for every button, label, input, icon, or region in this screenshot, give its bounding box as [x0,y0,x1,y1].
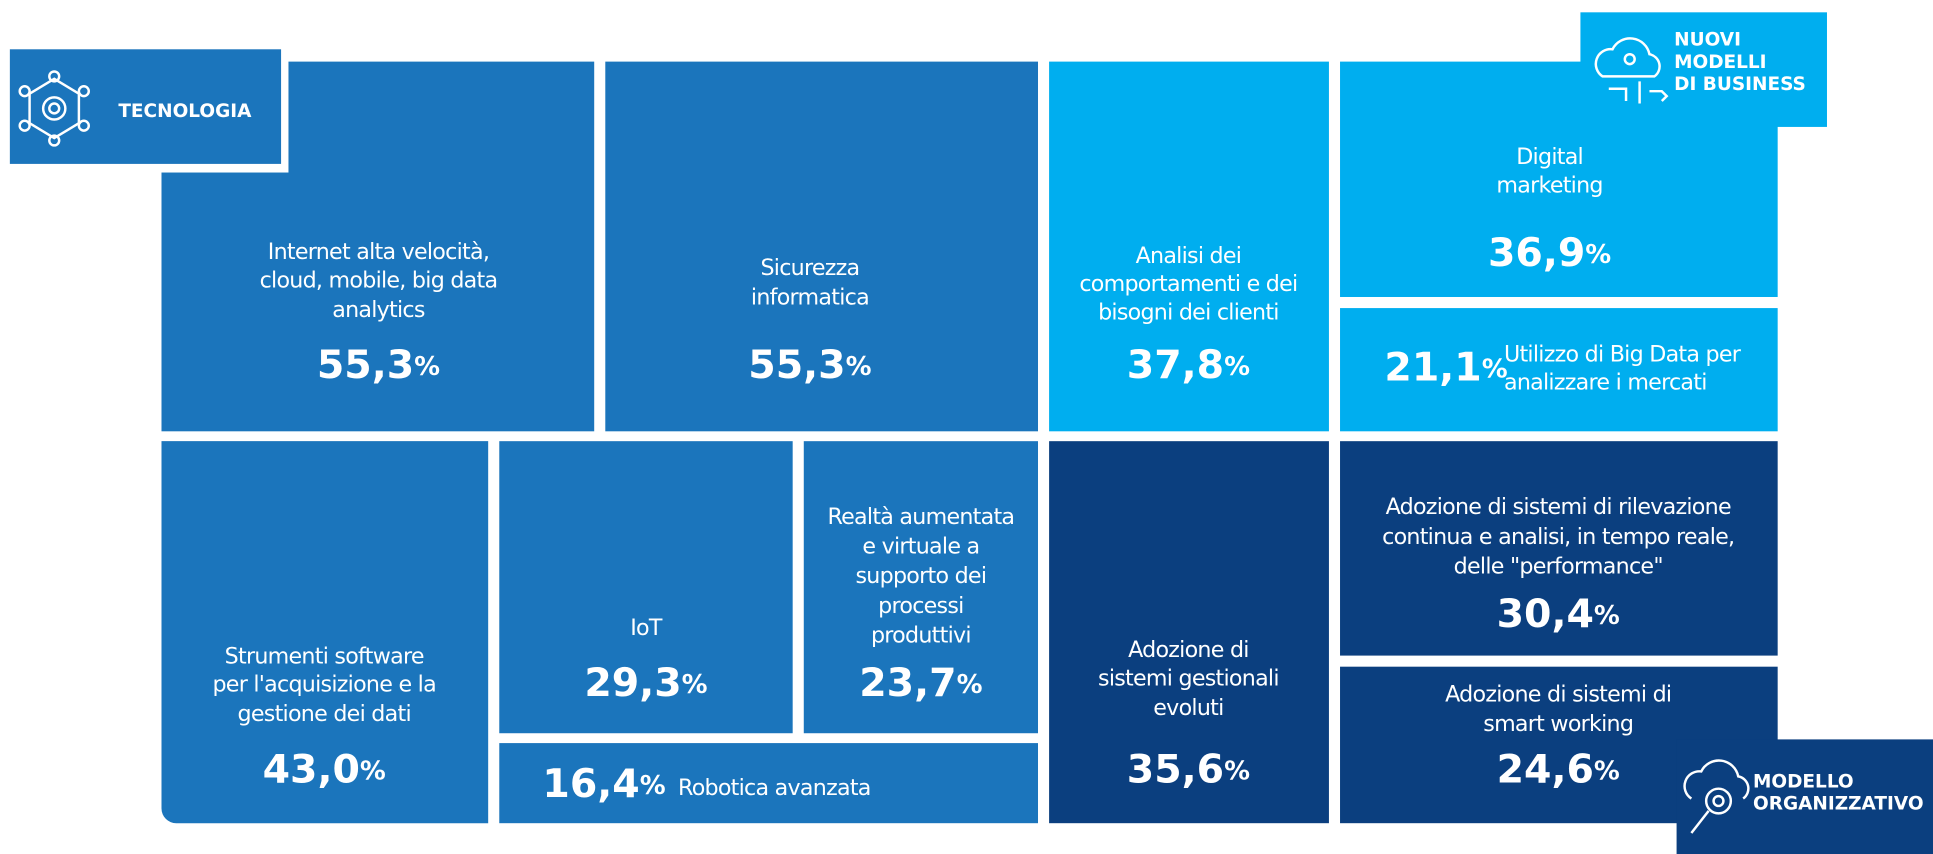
tile-value: 55,3% [317,342,440,388]
tile [1340,308,1778,432]
tile-label: smart working [1483,711,1633,737]
tile-label: informatica [751,285,869,311]
badge-business [1580,12,1827,127]
value-unit: % [1594,756,1620,786]
value-unit: % [640,771,666,801]
tile-label: delle "performance" [1454,553,1663,579]
badge-title: MODELLO [1753,772,1854,793]
tile-value: 35,6% [1127,746,1250,792]
tile-label: analytics [332,297,425,323]
tile [1340,441,1778,656]
tile-value: 24,6% [1497,746,1620,792]
value-number: 30,4 [1497,591,1594,637]
badge-title: ORGANIZZATIVO [1753,794,1924,815]
tile-label: Strumenti software [225,643,424,669]
tile-value: 30,4% [1497,591,1620,637]
icon-technology [18,70,90,147]
tile-label: per l'acquisizione e la [212,672,435,698]
tile-label: sistemi gestionali [1098,666,1279,692]
tile [803,441,1039,734]
tile-value: 29,3% [584,660,707,706]
value-number: 21,1 [1384,344,1481,390]
tile-value: 21,1% [1384,344,1507,390]
tile-value: 55,3% [748,342,871,388]
tile-label: evoluti [1153,695,1223,721]
tile-label: bisogni dei clienti [1098,300,1279,326]
tile-label: processi [878,593,963,619]
tile [161,441,489,824]
tile-label: Adozione di sistemi di rilevazione [1386,494,1731,520]
icon-cloud [1594,37,1669,104]
badge-title: TECNOLOGIA [118,101,252,122]
tile [605,61,1039,432]
value-number: 16,4 [542,761,639,807]
value-number: 36,9 [1488,230,1585,276]
tile-label: Internet alta velocità, [268,239,489,265]
badge-title: DI BUSINESS [1674,74,1806,95]
icon-gear [1683,759,1750,834]
badge-title: MODELLI [1674,52,1766,73]
tile-label: Adozione di sistemi di [1445,682,1671,708]
value-unit: % [414,352,440,382]
tile-label: analizzare i mercati [1504,370,1707,396]
value-number: 55,3 [317,342,414,388]
tile [1049,61,1329,432]
tile [499,743,1039,824]
tile-label: IoT [630,615,663,641]
tile-value: 16,4% [542,761,665,807]
value-number: 29,3 [584,660,681,706]
tile-label: supporto dei [856,563,987,589]
tile-label: comportamenti e dei [1079,271,1297,297]
value-number: 43,0 [263,746,360,792]
tile-label: Realtà aumentata [827,504,1014,530]
value-number: 24,6 [1497,746,1594,792]
value-number: 55,3 [748,342,845,388]
value-unit: % [1224,352,1250,382]
tile [1049,441,1329,824]
tile [499,441,793,734]
value-unit: % [957,670,983,700]
value-unit: % [1224,756,1250,786]
tile-label: Utilizzo di Big Data per [1504,341,1742,367]
tile-label: Robotica avanzata [678,775,871,801]
value-unit: % [360,756,386,786]
tile-label: cloud, mobile, big data [260,267,498,293]
value-unit: % [682,670,708,700]
tile-value: 37,8% [1127,342,1250,388]
tile-label: Sicurezza [760,255,859,281]
tile-label: continua e analisi, in tempo reale, [1382,524,1734,550]
value-number: 35,6 [1127,746,1224,792]
value-unit: % [1482,354,1508,384]
tile-value: 36,9% [1488,230,1611,276]
tiles: Internet alta velocità,cloud, mobile, bi… [161,61,1778,824]
value-number: 23,7 [859,660,956,706]
tile-label: Adozione di [1128,637,1249,663]
tile-label: Digital [1516,144,1583,170]
tile-label: gestione dei dati [238,701,411,727]
badge-title: NUOVI [1674,30,1741,51]
value-unit: % [1594,601,1620,631]
tile-label: produttivi [871,622,971,648]
tile-value: 23,7% [859,660,982,706]
tile-value: 43,0% [263,746,386,792]
tile-label: Analisi dei [1136,243,1242,269]
value-number: 37,8 [1127,342,1224,388]
tile-label: marketing [1496,173,1602,199]
value-unit: % [1585,240,1611,270]
tile-label: e virtuale a [862,534,979,560]
value-unit: % [846,352,872,382]
